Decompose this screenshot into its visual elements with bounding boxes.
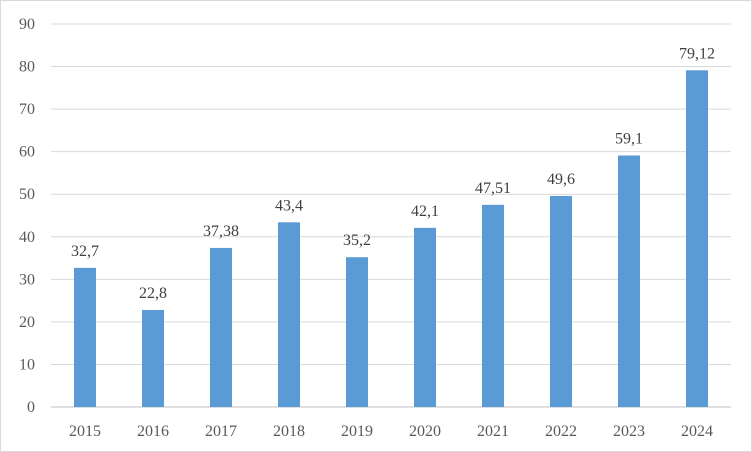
- x-tick-label-2015: 2015: [69, 423, 101, 440]
- bar-2016: [142, 309, 164, 407]
- y-tick-label: 60: [19, 144, 35, 161]
- x-tick-label-2017: 2017: [205, 423, 237, 440]
- data-label-2024: 79,12: [679, 45, 715, 62]
- x-tick-label-2024: 2024: [681, 423, 713, 440]
- x-tick-label-2018: 2018: [273, 423, 305, 440]
- data-labels: 32,7 22,8 37,38 43,4 35,2 42,1 47,51 49,6 59,1 79…: [71, 45, 715, 302]
- x-tick-label-2022: 2022: [545, 423, 577, 440]
- bar-2023: [618, 155, 640, 407]
- bar-2017: [210, 247, 232, 407]
- bar-2024: [686, 70, 708, 407]
- x-tick-label-2019: 2019: [341, 423, 373, 440]
- bar-2018: [278, 222, 300, 407]
- y-tick-label: 20: [19, 314, 35, 331]
- x-tick-label-2020: 2020: [409, 423, 441, 440]
- data-label-2018: 43,4: [275, 197, 303, 214]
- y-tick-label: 50: [19, 186, 35, 203]
- data-label-2020: 42,1: [411, 203, 439, 220]
- data-label-2015: 32,7: [71, 243, 99, 260]
- y-axis-ticks: 0 10 20 30 40 50 60 70 80 90: [19, 16, 35, 416]
- y-tick-label: 90: [19, 16, 35, 33]
- data-label-2023: 59,1: [615, 130, 643, 147]
- data-label-2022: 49,6: [547, 171, 575, 188]
- bar-2015: [74, 267, 96, 407]
- data-label-2017: 37,38: [203, 223, 239, 240]
- y-tick-label: 10: [19, 356, 35, 373]
- bars: [74, 70, 708, 407]
- x-tick-label-2023: 2023: [613, 423, 645, 440]
- data-label-2019: 35,2: [343, 232, 371, 249]
- x-tick-label-2021: 2021: [477, 423, 509, 440]
- gridlines: [51, 23, 731, 408]
- bar-2022: [550, 195, 572, 407]
- bar-2019: [346, 257, 368, 407]
- y-tick-label: 30: [19, 271, 35, 288]
- bar-2020: [414, 227, 436, 407]
- bar-2021: [482, 204, 504, 407]
- x-tick-label-2016: 2016: [137, 423, 169, 440]
- y-tick-label: 70: [19, 101, 35, 118]
- data-label-2021: 47,51: [475, 180, 511, 197]
- x-axis-ticks: 2015 2016 2017 2018 2019 2020 2021 2022 2023 2024: [69, 423, 713, 440]
- y-tick-label: 80: [19, 59, 35, 76]
- y-tick-label: 0: [27, 399, 35, 416]
- y-tick-label: 40: [19, 229, 35, 246]
- data-label-2016: 22,8: [139, 285, 167, 302]
